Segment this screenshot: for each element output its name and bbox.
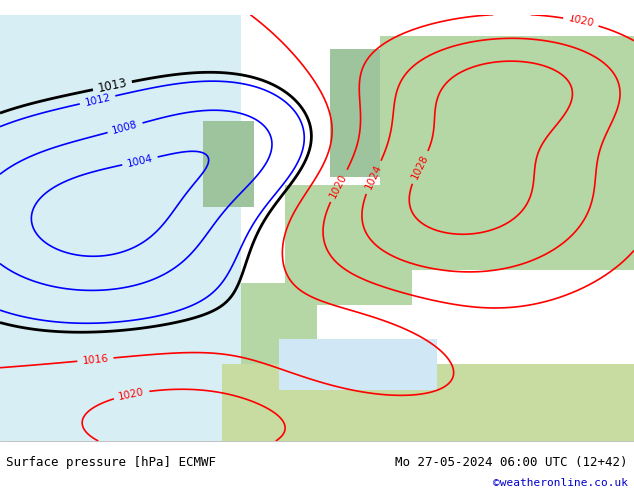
- Text: Mo 27-05-2024 06:00 UTC (12+42): Mo 27-05-2024 06:00 UTC (12+42): [395, 456, 628, 469]
- Text: 1020: 1020: [567, 14, 595, 29]
- Bar: [0, 15, 241, 441]
- Text: 1024: 1024: [363, 163, 384, 191]
- Text: 1020: 1020: [117, 387, 145, 402]
- Bar: [380, 36, 634, 270]
- Text: 1008: 1008: [111, 120, 139, 136]
- Text: 1020: 1020: [328, 172, 349, 200]
- Bar: [285, 185, 412, 305]
- Text: 1028: 1028: [410, 153, 430, 181]
- Text: 1004: 1004: [126, 153, 154, 169]
- Bar: [241, 283, 317, 377]
- Text: 1016: 1016: [82, 353, 109, 366]
- Bar: [279, 339, 437, 390]
- Text: 1013: 1013: [96, 76, 128, 95]
- Bar: [203, 121, 254, 206]
- Text: Surface pressure [hPa] ECMWF: Surface pressure [hPa] ECMWF: [6, 456, 216, 469]
- Text: 1012: 1012: [84, 92, 112, 108]
- Text: ©weatheronline.co.uk: ©weatheronline.co.uk: [493, 478, 628, 488]
- Bar: [330, 49, 393, 177]
- Bar: [222, 364, 634, 441]
